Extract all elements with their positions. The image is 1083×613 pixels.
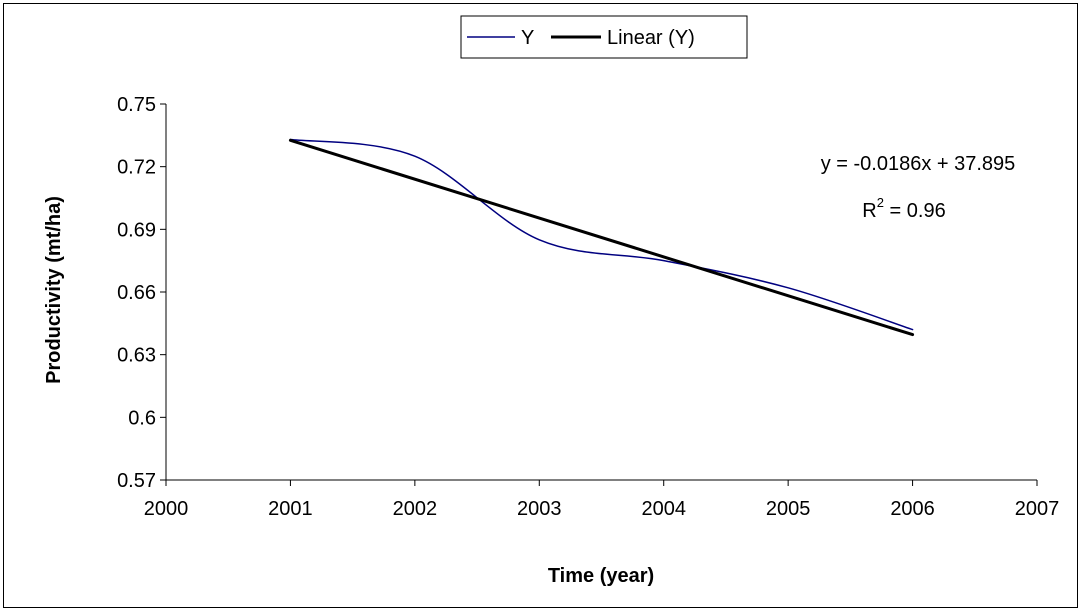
legend-label-linear: Linear (Y) xyxy=(607,27,695,49)
r-squared-value: = 0.96 xyxy=(884,200,946,222)
y-tick-label: 0.57 xyxy=(117,470,156,492)
y-tick-label: 0.6 xyxy=(128,407,156,429)
x-tick-label: 2006 xyxy=(890,498,935,520)
x-tick-label: 2007 xyxy=(1015,498,1060,520)
plot-series xyxy=(288,138,915,337)
legend-label-y: Y xyxy=(521,27,534,49)
y-axis-ticks: 0.57 0.6 0.63 0.66 0.69 0.72 0.75 xyxy=(117,94,166,492)
y-tick-label: 0.72 xyxy=(117,157,156,179)
y-tick-label: 0.66 xyxy=(117,282,156,304)
x-axis-ticks: 2000 2001 2002 2003 2004 2005 2006 2007 xyxy=(144,480,1060,520)
chart-area xyxy=(3,3,1078,608)
x-tick-label: 2004 xyxy=(641,498,686,520)
trendline-equation: y = -0.0186x + 37.895 xyxy=(821,153,1016,175)
legend: Y Linear (Y) xyxy=(460,15,748,59)
y-tick-label: 0.63 xyxy=(117,345,156,367)
x-tick-label: 2003 xyxy=(517,498,562,520)
y-axis-title: Productivity (mt/ha) xyxy=(43,196,65,384)
series-line-linear-y xyxy=(288,138,915,337)
x-axis-title: Time (year) xyxy=(548,565,654,587)
y-tick-label: 0.75 xyxy=(117,94,156,116)
x-tick-label: 2000 xyxy=(144,498,189,520)
r-squared-label: R2 = 0.96 xyxy=(862,195,945,222)
r-squared-prefix: R xyxy=(862,200,876,222)
x-tick-label: 2001 xyxy=(268,498,313,520)
r-squared-superscript: 2 xyxy=(877,195,884,210)
y-tick-label: 0.69 xyxy=(117,219,156,241)
x-tick-label: 2005 xyxy=(766,498,811,520)
x-tick-label: 2002 xyxy=(393,498,438,520)
series-line-y xyxy=(289,138,914,331)
